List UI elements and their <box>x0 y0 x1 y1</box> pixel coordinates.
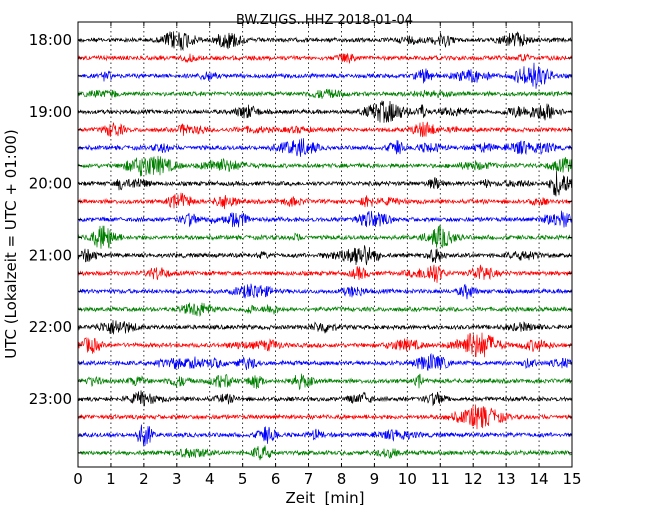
x-tick-label: 3 <box>172 470 182 488</box>
trace-18:30 <box>77 62 573 89</box>
x-tick-label: 15 <box>562 470 581 488</box>
trace-20:45 <box>77 224 573 249</box>
trace-21:45 <box>77 302 573 317</box>
trace-19:15 <box>77 121 573 138</box>
y-tick-label: 18:00 <box>29 31 72 49</box>
trace-21:00 <box>77 245 573 266</box>
x-tick-label: 2 <box>139 470 149 488</box>
y-axis-ticks: 18:00 19:00 20:00 21:00 22:00 23:00 <box>29 31 572 454</box>
y-tick-label: 21:00 <box>29 246 72 264</box>
trace-18:45 <box>77 88 573 99</box>
trace-21:30 <box>77 283 573 300</box>
trace-22:00 <box>77 320 573 335</box>
x-tick-label: 10 <box>398 470 417 488</box>
trace-23:00 <box>77 390 573 407</box>
x-tick-label: 5 <box>238 470 248 488</box>
trace-22:15 <box>77 332 573 358</box>
x-tick-label: 7 <box>304 470 314 488</box>
y-axis-label: UTC (Lokalzeit = UTC + 01:00) <box>2 129 20 359</box>
x-tick-label: 13 <box>497 470 516 488</box>
trace-22:30 <box>77 352 573 371</box>
x-tick-label: 0 <box>73 470 83 488</box>
y-tick-label: 23:00 <box>29 390 72 408</box>
trace-22:45 <box>77 373 573 391</box>
trace-20:00 <box>77 171 573 197</box>
y-tick-label: 19:00 <box>29 103 72 121</box>
y-tick-label: 20:00 <box>29 175 72 193</box>
trace-21:15 <box>77 264 573 283</box>
plot-frame <box>77 21 573 468</box>
trace-20:15 <box>77 192 573 210</box>
x-tick-label: 9 <box>370 470 380 488</box>
x-tick-label: 4 <box>205 470 215 488</box>
trace-23:30 <box>77 424 573 446</box>
x-tick-label: 14 <box>530 470 549 488</box>
x-tick-label: 8 <box>337 470 347 488</box>
x-tick-label: 12 <box>464 470 483 488</box>
trace-18:15 <box>77 53 573 64</box>
x-tick-label: 11 <box>431 470 450 488</box>
x-axis-ticks: 0 1 2 3 4 5 6 7 8 9 10 11 12 13 14 15 <box>73 22 582 488</box>
x-tick-label: 6 <box>271 470 281 488</box>
x-tick-label: 1 <box>106 470 116 488</box>
trace-23:45 <box>77 445 573 461</box>
trace-19:45 <box>77 155 573 177</box>
trace-19:00 <box>77 100 573 123</box>
trace-23:15 <box>77 404 573 430</box>
chart-title: BW.ZUGS..HHZ 2018-01-04 <box>236 13 413 28</box>
y-tick-label: 22:00 <box>29 318 72 336</box>
seismogram-traces <box>77 31 573 461</box>
x-axis-label: Zeit [min] <box>285 489 364 507</box>
trace-18:00 <box>77 31 573 52</box>
trace-19:30 <box>77 138 573 157</box>
trace-20:30 <box>77 210 573 228</box>
